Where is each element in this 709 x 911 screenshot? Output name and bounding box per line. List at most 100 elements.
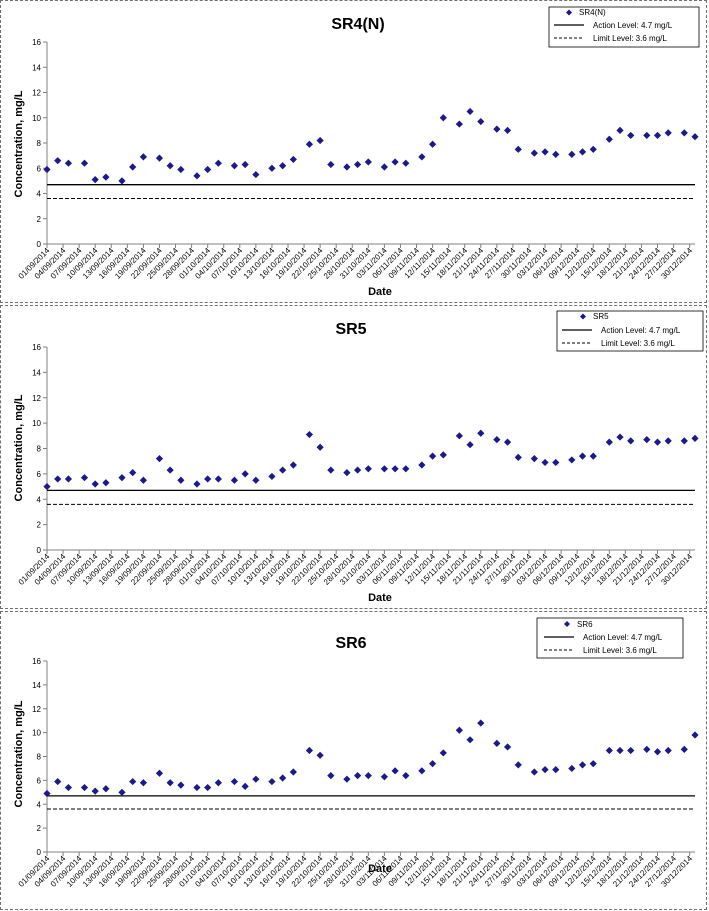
chart-svg-sr4n: SR4(N) SR4(N) Action Level: 4.7 mg/L Lim… xyxy=(13,6,700,298)
legend-diamond-marker xyxy=(566,9,572,16)
chart-title: SR5 xyxy=(335,321,366,338)
legend-series-label: SR6 xyxy=(577,620,593,629)
legend-series-label: SR4(N) xyxy=(579,8,606,17)
data-point xyxy=(102,785,110,793)
data-point xyxy=(466,736,474,744)
data-point xyxy=(289,461,297,469)
data-point xyxy=(91,480,99,488)
y-tick-label: 10 xyxy=(32,114,41,123)
data-point xyxy=(177,781,185,789)
data-point xyxy=(241,470,249,478)
data-point xyxy=(541,766,549,774)
y-tick-label: 16 xyxy=(32,343,41,352)
data-point xyxy=(541,148,549,156)
data-point xyxy=(653,438,662,446)
data-point xyxy=(402,465,410,473)
data-point xyxy=(214,475,222,483)
data-point xyxy=(691,133,699,141)
data-point xyxy=(241,160,249,169)
data-point xyxy=(627,131,635,140)
data-point xyxy=(380,773,388,781)
data-point xyxy=(568,150,576,158)
data-point xyxy=(455,432,463,440)
data-point xyxy=(503,126,512,134)
data-point xyxy=(54,777,62,786)
legend-action-label: Action Level: 4.7 mg/L xyxy=(601,326,681,335)
data-point xyxy=(568,456,576,464)
y-tick-label: 8 xyxy=(37,445,42,454)
data-point xyxy=(118,474,126,482)
data-point xyxy=(177,165,185,174)
legend-series-label: SR5 xyxy=(593,312,609,321)
data-point xyxy=(643,436,651,444)
data-point xyxy=(664,746,672,755)
data-point xyxy=(316,751,324,759)
data-point xyxy=(428,452,437,460)
data-point xyxy=(54,157,62,165)
data-point xyxy=(354,772,362,780)
data-point xyxy=(91,176,99,184)
data-point xyxy=(305,430,314,439)
data-point xyxy=(643,745,651,753)
data-point xyxy=(653,748,662,756)
data-point xyxy=(653,131,662,140)
data-point xyxy=(493,436,501,444)
data-point xyxy=(241,782,249,790)
data-point xyxy=(177,476,185,484)
data-point xyxy=(289,768,297,776)
y-tick-label: 10 xyxy=(32,419,41,428)
data-point xyxy=(64,783,73,792)
data-point xyxy=(514,761,522,769)
data-point xyxy=(466,107,474,116)
y-tick-label: 2 xyxy=(37,215,42,224)
data-point xyxy=(327,466,335,474)
y-tick-label: 0 xyxy=(37,546,42,555)
data-point xyxy=(552,766,560,774)
data-point xyxy=(155,154,164,162)
data-point xyxy=(230,162,239,170)
data-point xyxy=(691,731,699,739)
data-point xyxy=(455,120,463,128)
data-point xyxy=(305,140,314,148)
data-point xyxy=(166,162,174,170)
data-point xyxy=(680,129,688,137)
data-point xyxy=(418,153,426,161)
y-tick-label: 6 xyxy=(37,470,42,479)
x-axis-title: Date xyxy=(368,286,392,298)
data-point xyxy=(605,746,613,755)
data-point xyxy=(514,145,522,153)
data-point xyxy=(589,760,597,768)
data-point xyxy=(327,772,335,780)
data-point xyxy=(252,775,260,783)
data-point xyxy=(343,775,351,783)
data-point xyxy=(664,437,672,445)
chart-svg-sr5: SR5 SR5 Action Level: 4.7 mg/L Limit Lev… xyxy=(13,310,704,604)
legend-action-label: Action Level: 4.7 mg/L xyxy=(593,21,673,30)
data-point xyxy=(680,437,688,445)
data-point xyxy=(155,769,164,777)
data-point xyxy=(91,787,99,795)
data-point xyxy=(193,480,201,488)
data-point xyxy=(43,482,51,491)
data-point xyxy=(589,452,597,460)
data-point xyxy=(439,114,447,122)
data-point xyxy=(530,768,538,776)
y-tick-label: 10 xyxy=(32,729,41,738)
y-tick-label: 12 xyxy=(32,705,41,714)
data-point xyxy=(327,160,335,169)
data-point xyxy=(316,136,324,145)
y-tick-label: 8 xyxy=(37,753,42,762)
data-point xyxy=(343,469,351,477)
y-tick-label: 0 xyxy=(37,240,42,249)
data-point xyxy=(279,774,287,782)
data-point xyxy=(252,476,260,484)
data-point xyxy=(268,164,276,172)
data-point xyxy=(204,783,212,792)
data-point xyxy=(391,767,399,775)
data-point xyxy=(364,465,372,473)
legend-action-label: Action Level: 4.7 mg/L xyxy=(583,633,663,642)
plot-area: 024681012141601/09/201404/09/201407/09/2… xyxy=(17,38,699,281)
data-point xyxy=(402,772,410,780)
data-point xyxy=(477,429,485,437)
